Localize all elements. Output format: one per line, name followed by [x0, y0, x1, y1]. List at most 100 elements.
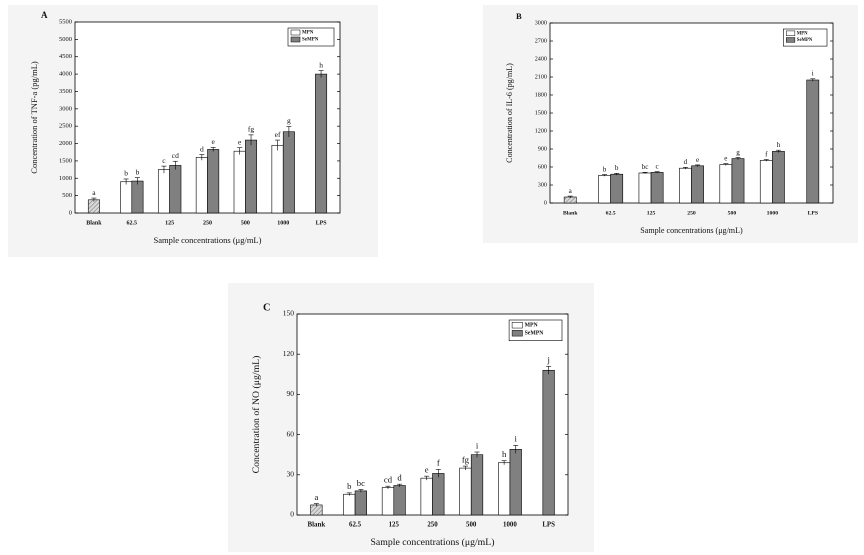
y-tick-label: 60: [287, 429, 295, 438]
significance-letter: b: [347, 481, 351, 491]
x-tick-label: 125: [165, 220, 174, 226]
x-tick-label: 1000: [503, 522, 517, 529]
y-tick-label: 5000: [59, 36, 72, 43]
x-axis-label: Sample concentrations (μg/mL): [640, 226, 743, 235]
significance-letter: e: [212, 137, 216, 146]
significance-letter: e: [696, 156, 699, 164]
x-tick-label: 250: [687, 210, 696, 216]
bar: [759, 160, 773, 204]
x-tick-label: LPS: [316, 220, 328, 226]
significance-letter: j: [546, 354, 549, 364]
bar: [233, 150, 246, 214]
legend-swatch: [786, 37, 796, 43]
bar: [650, 172, 664, 204]
x-tick-label: 250: [203, 220, 212, 226]
legend-label: SeMPN: [797, 38, 813, 43]
bar: [610, 173, 624, 204]
significance-letter: i: [812, 70, 814, 78]
significance-letter: d: [684, 158, 688, 166]
x-tick-label: 125: [647, 210, 656, 216]
bar-hatch: [564, 197, 577, 203]
significance-letter: ef: [275, 130, 281, 139]
y-tick-label: 500: [62, 192, 72, 199]
significance-letter: f: [765, 150, 768, 158]
y-tick-label: 0: [544, 200, 547, 206]
x-tick-label: 62.5: [127, 220, 138, 226]
legend-swatch: [511, 330, 523, 337]
legend-label: SeMPN: [525, 331, 545, 337]
y-axis-label: Concentration of NO (μg/mL): [251, 356, 262, 474]
significance-letter: f: [437, 458, 440, 468]
panel-letter: A: [41, 10, 48, 20]
bar: [806, 79, 820, 204]
bar: [354, 490, 367, 516]
bar: [282, 131, 295, 214]
y-tick-label: 1000: [59, 175, 72, 182]
significance-letter: bc: [357, 478, 365, 488]
y-tick-label: 300: [538, 182, 547, 188]
y-tick-label: 2700: [535, 38, 547, 44]
y-tick-label: 900: [538, 146, 547, 152]
significance-letter: a: [569, 187, 573, 195]
bar: [679, 167, 692, 204]
significance-letter: b: [136, 167, 140, 176]
bar: [131, 180, 144, 214]
bar: [691, 165, 704, 204]
bar: [731, 158, 745, 204]
x-tick-label: 1000: [277, 220, 289, 226]
x-axis-label: Sample concentrations (μg/mL): [154, 235, 262, 245]
y-tick-label: 4500: [59, 53, 72, 60]
bar: [470, 454, 484, 516]
bar: [598, 175, 611, 204]
legend-label: MPN: [797, 31, 808, 36]
bar: [343, 493, 356, 516]
bar: [459, 467, 472, 516]
x-tick-label: 500: [728, 210, 737, 216]
significance-letter: fg: [462, 454, 470, 464]
bar: [420, 477, 433, 516]
bar-hatch: [310, 504, 323, 515]
bar: [772, 151, 785, 204]
bar: [509, 449, 522, 516]
y-tick-label: 5500: [59, 18, 72, 25]
legend-swatch: [290, 29, 301, 36]
legend-swatch: [511, 322, 523, 329]
bar: [381, 487, 395, 516]
y-tick-label: 1500: [535, 110, 547, 116]
bar: [719, 164, 733, 204]
bar-hatch: [88, 199, 100, 213]
y-axis-label: Concentration of TNF-a (pg/mL): [29, 61, 39, 174]
y-axis-label: Concentration of IL-6 (pg/mL): [505, 63, 514, 163]
bar: [271, 144, 284, 214]
x-tick-label: 125: [389, 522, 400, 529]
x-tick-label: Blank: [563, 210, 578, 216]
legend-swatch: [290, 36, 301, 43]
significance-letter: h: [502, 449, 507, 459]
legend-label: MPN: [525, 323, 539, 329]
significance-letter: a: [314, 492, 318, 502]
significance-letter: h: [777, 141, 781, 149]
significance-letter: b: [603, 165, 607, 173]
significance-letter: d: [200, 144, 204, 153]
panel-letter: C: [263, 302, 270, 313]
x-tick-label: 500: [466, 522, 477, 529]
significance-letter: b: [124, 169, 128, 178]
y-tick-label: 1200: [535, 128, 547, 134]
bar: [157, 169, 170, 214]
y-tick-label: 3500: [59, 88, 72, 95]
x-axis-label: Sample concentrations (μg/mL): [370, 537, 494, 548]
x-tick-label: 500: [241, 220, 250, 226]
x-tick-label: Blank: [86, 220, 102, 226]
x-tick-label: LPS: [808, 210, 818, 216]
bar: [315, 73, 328, 214]
x-tick-label: 250: [427, 522, 438, 529]
y-tick-label: 4000: [59, 71, 72, 78]
y-tick-label: 1500: [59, 157, 72, 164]
y-tick-label: 120: [283, 349, 294, 358]
y-tick-label: 1800: [535, 92, 547, 98]
significance-letter: e: [238, 137, 242, 146]
y-tick-label: 0: [290, 510, 294, 519]
significance-letter: bc: [642, 163, 649, 171]
x-tick-label: 1000: [767, 210, 779, 216]
